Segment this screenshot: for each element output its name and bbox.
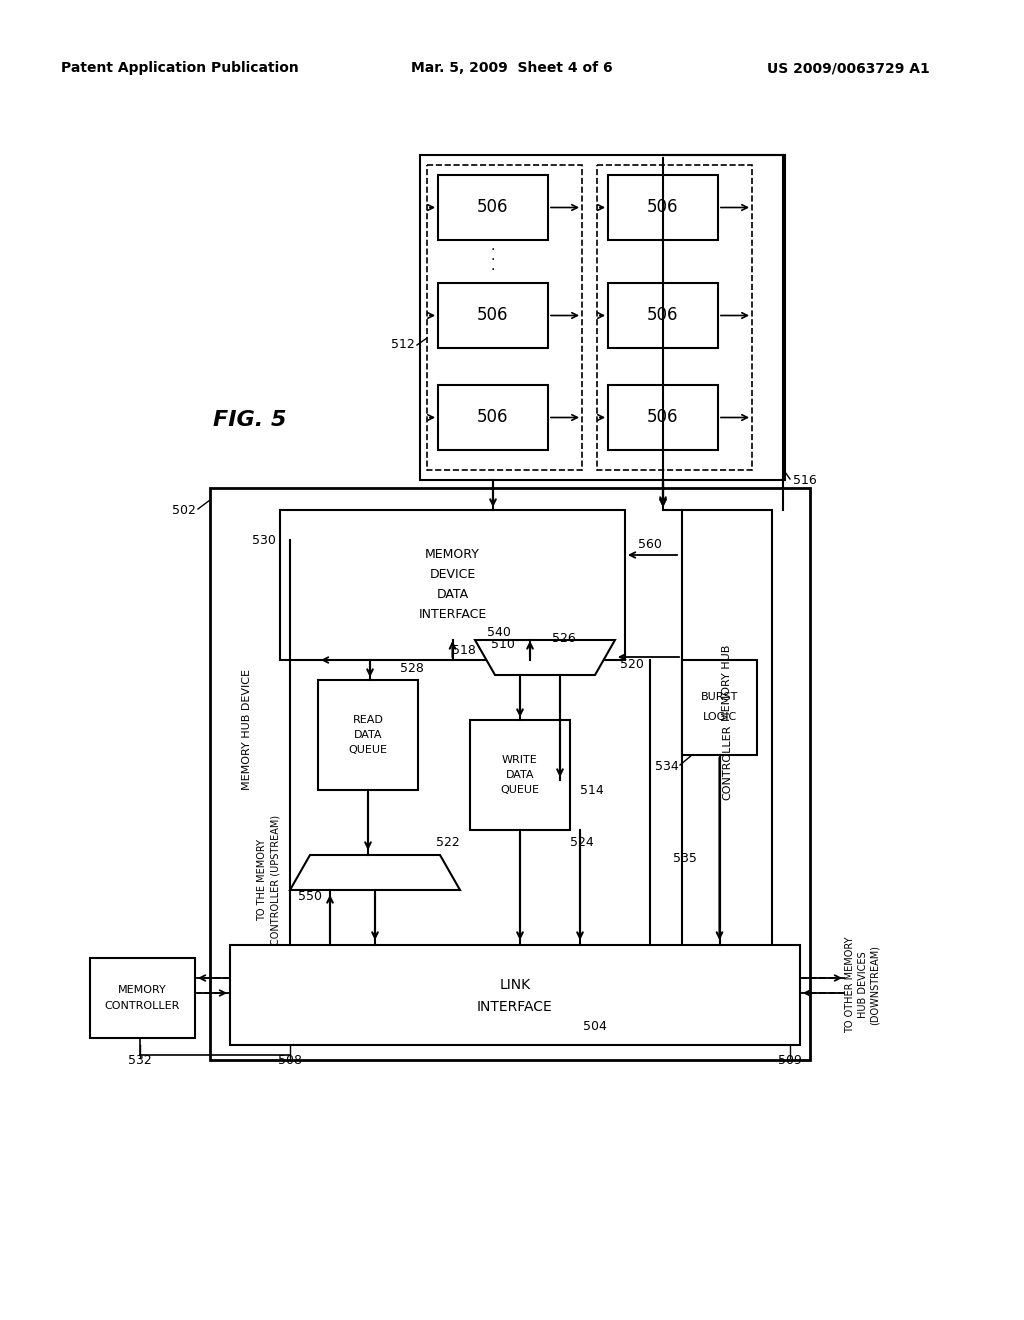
Text: Patent Application Publication: Patent Application Publication (61, 61, 299, 75)
Text: 560: 560 (638, 539, 662, 552)
Bar (438, 176, 548, 240)
Polygon shape (475, 640, 615, 675)
Text: 512: 512 (391, 338, 415, 351)
Bar (427, 165, 582, 470)
Text: ·: · (490, 253, 496, 267)
Text: CONTROLLER: CONTROLLER (104, 1001, 180, 1011)
Text: QUEUE: QUEUE (348, 744, 387, 755)
Text: MEMORY: MEMORY (425, 549, 480, 561)
Text: 506: 506 (647, 408, 679, 426)
Polygon shape (290, 855, 460, 890)
Text: 516: 516 (793, 474, 817, 487)
Text: 506: 506 (647, 198, 679, 216)
Bar (318, 680, 418, 789)
Text: 508: 508 (278, 1053, 302, 1067)
Text: CONTROLLER (UPSTREAM): CONTROLLER (UPSTREAM) (270, 814, 280, 945)
Bar (280, 510, 625, 660)
Bar (420, 154, 785, 480)
Text: 514: 514 (580, 784, 604, 796)
Text: DATA: DATA (353, 730, 382, 741)
Text: MEMORY: MEMORY (118, 985, 167, 995)
Text: 535: 535 (673, 851, 697, 865)
Text: CONTROLLER: CONTROLLER (722, 725, 732, 800)
Text: HUB DEVICES: HUB DEVICES (858, 952, 868, 1018)
Text: BURST: BURST (700, 693, 738, 702)
Text: 550: 550 (298, 891, 322, 903)
Text: 540: 540 (487, 627, 511, 639)
Text: FIG. 5: FIG. 5 (213, 411, 287, 430)
Text: 532: 532 (128, 1053, 152, 1067)
Bar (608, 385, 718, 450)
Text: READ: READ (352, 715, 383, 725)
Text: 510: 510 (490, 639, 514, 652)
Bar (438, 282, 548, 348)
Text: DEVICE: DEVICE (429, 569, 475, 582)
Bar (682, 660, 757, 755)
Bar (470, 719, 570, 830)
Bar (682, 510, 772, 954)
Bar (438, 385, 548, 450)
Text: 506: 506 (477, 306, 509, 325)
Text: ·: · (660, 263, 666, 277)
Text: 502: 502 (172, 503, 196, 516)
Text: 530: 530 (252, 533, 275, 546)
Bar (90, 958, 195, 1038)
Text: 506: 506 (477, 408, 509, 426)
Text: ·: · (660, 243, 666, 257)
Text: WRITE: WRITE (502, 755, 538, 766)
Text: ·: · (660, 253, 666, 267)
Text: DATA: DATA (506, 770, 535, 780)
Text: INTERFACE: INTERFACE (477, 1001, 553, 1014)
Text: 509: 509 (778, 1053, 802, 1067)
Text: ·: · (490, 243, 496, 257)
Text: 524: 524 (570, 837, 594, 850)
Bar (608, 282, 718, 348)
Text: LINK: LINK (500, 978, 530, 993)
Text: MEMORY HUB: MEMORY HUB (722, 644, 732, 721)
Bar (210, 488, 810, 1060)
Text: TO OTHER MEMORY: TO OTHER MEMORY (845, 937, 855, 1034)
Text: MEMORY HUB DEVICE: MEMORY HUB DEVICE (242, 669, 252, 791)
Text: 518: 518 (452, 644, 476, 656)
Text: 522: 522 (436, 837, 460, 850)
Text: US 2009/0063729 A1: US 2009/0063729 A1 (767, 61, 930, 75)
Text: DATA: DATA (436, 589, 469, 602)
Text: ·: · (490, 263, 496, 277)
Text: 528: 528 (400, 661, 424, 675)
Text: 526: 526 (552, 631, 575, 644)
Bar (230, 945, 800, 1045)
Text: 506: 506 (477, 198, 509, 216)
Text: LOGIC: LOGIC (702, 713, 736, 722)
Bar (608, 176, 718, 240)
Text: INTERFACE: INTERFACE (419, 609, 486, 622)
Text: 534: 534 (655, 760, 679, 774)
Text: QUEUE: QUEUE (501, 785, 540, 795)
Text: (DOWNSTREAM): (DOWNSTREAM) (870, 945, 880, 1026)
Text: 504: 504 (583, 1020, 607, 1034)
Text: 520: 520 (620, 659, 644, 672)
Text: TO THE MEMORY: TO THE MEMORY (257, 840, 267, 921)
Text: Mar. 5, 2009  Sheet 4 of 6: Mar. 5, 2009 Sheet 4 of 6 (412, 61, 612, 75)
Text: 506: 506 (647, 306, 679, 325)
Bar (597, 165, 752, 470)
